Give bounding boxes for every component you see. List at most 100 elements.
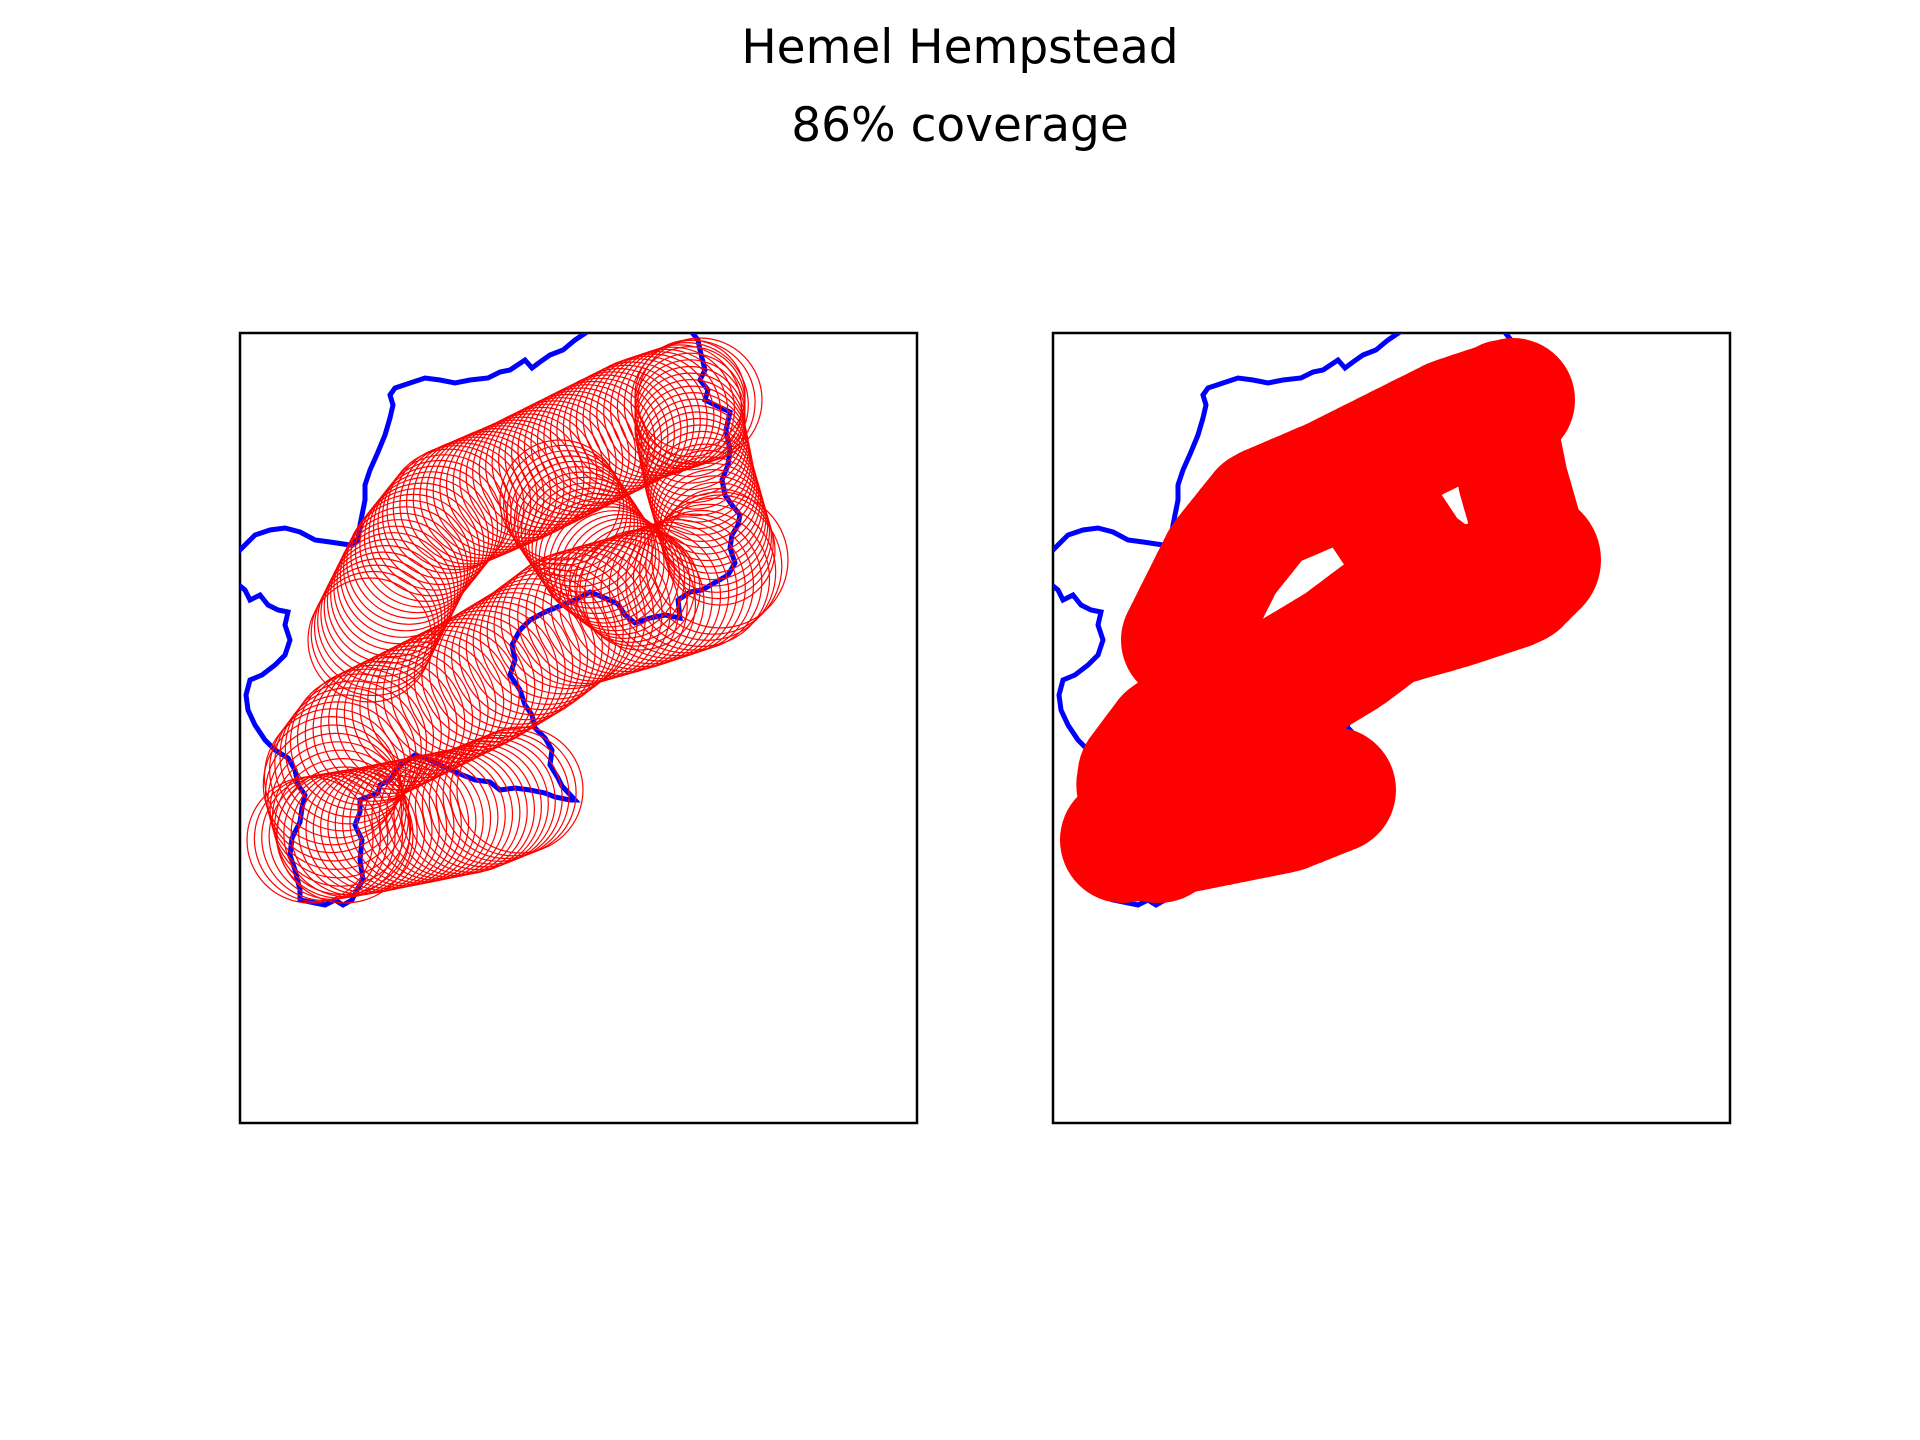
coverage-circle-outline [398,617,536,756]
coverage-circle-filled [1448,340,1558,450]
coverage-circle-outline [531,487,653,609]
coverage-circle-outline [651,449,763,562]
coverage-circle-outline [603,348,729,474]
coverage-circle-outline [556,368,682,494]
coverage-circle-outline [326,538,452,664]
coverage-circle-outline [372,465,499,591]
coverage-circle-outline [632,509,771,648]
coverage-circle-outline [284,680,422,818]
coverage-circle-outline [363,476,490,603]
coverage-circle-outline [364,754,492,883]
coverage-circle-outline [428,737,556,865]
coverage-circle-outline [458,583,596,721]
coverage-circle-outline [513,460,635,583]
coverage-circle-outline [449,729,577,857]
coverage-circle-outline [558,513,681,636]
coverage-subtitle: 86% coverage [791,98,1129,153]
coverage-circle-outline [502,444,625,566]
coverage-circle-outline [634,339,746,451]
coverage-circle-outline [269,741,407,879]
coverage-circle-outline [548,506,670,628]
coverage-circle-outline [392,445,518,571]
coverage-circle-outline [651,491,789,629]
coverage-circle-outline [508,549,646,687]
coverage-circle-outline [479,567,617,706]
coverage-circle-outline [472,410,598,536]
coverage-circle-outline [450,587,589,725]
coverage-circles-filled [1060,338,1601,903]
coverage-circle-outline [346,499,472,625]
coverage-circle-outline [336,519,462,645]
coverage-circle-outline [662,487,774,600]
coverage-circle-outline [608,518,746,657]
coverage-circle-outline [655,462,767,574]
coverage-circle-outline [575,358,701,484]
coverage-circle-filled [1270,727,1396,853]
coverage-circle-outline [538,498,660,620]
coverage-circle-outline [305,766,433,894]
coverage-circle-outline [263,708,401,846]
coverage-circle-outline [414,742,542,871]
coverage-circle-outline [382,625,520,764]
coverage-circle-outline [413,609,551,748]
coverage-circle-outline [359,482,485,608]
coverage-circle-outline [574,525,696,647]
coverage-circle-outline [653,456,765,568]
coverage-circle-outline [406,439,532,565]
coverage-circle-outline [657,468,769,581]
coverage-circle-outline [262,715,400,854]
coverage-circle-outline [596,351,722,477]
coverage-circle-outline [645,497,783,635]
coverage-circle-outline [542,539,680,677]
coverage-circle-outline [646,430,758,542]
coverage-circle-outline [407,745,535,874]
coverage-circle-outline [456,726,584,854]
coverage-circle-outline [320,551,446,677]
coverage-circle-outline [279,687,417,825]
coverage-circle-outline [636,385,748,497]
coverage-circle-outline [525,544,663,682]
coverage-circle-outline [445,422,572,548]
map-title: Hemel Hempstead [741,20,1179,75]
coverage-circle-outline [307,577,433,703]
coverage-circle-outline [550,537,688,675]
coverage-circle-outline [543,502,665,624]
coverage-circle-outline [523,384,650,510]
coverage-circle-outline [421,605,559,743]
panel-filled-coverage [1051,331,1732,1125]
coverage-circle-outline [520,471,643,593]
coverage-circle-outline [623,342,749,468]
coverage-circles-outlines [246,337,789,904]
coverage-circle-outline [452,419,578,545]
coverage-circle-outline [269,701,407,839]
coverage-circle-outline [478,406,604,532]
coverage-circle-outline [317,557,443,684]
coverage-circle-outline [491,400,617,526]
coverage-circle-outline [535,492,657,615]
panel-outline-circles [238,331,919,1125]
coverage-circle-outline [506,450,628,572]
coverage-circle-outline [465,578,603,716]
coverage-circle-outline [524,476,646,599]
coverage-circle-outline [421,740,549,868]
coverage-circle-outline [527,482,650,604]
coverage-circle-outline [367,633,505,771]
coverage-circle-outline [639,503,777,641]
coverage-circle-outline [600,521,738,659]
coverage-circle-outline [579,529,701,651]
coverage-circle-filled [1393,530,1513,650]
coverage-circle-outline [664,494,776,606]
coverage-circle-outline [499,439,621,561]
coverage-circle-outline [267,732,405,871]
coverage-circle-outline [385,750,514,878]
coverage-circle-outline [443,592,581,730]
coverage-circle-outline [510,390,637,516]
coverage-circle-outline [592,524,730,662]
coverage-circle-outline [504,393,630,520]
coverage-circle-outline [435,734,563,862]
coverage-circle-outline [442,731,570,860]
coverage-circle-outline [563,517,686,640]
coverage-circle-outline [553,510,675,632]
coverage-circle-outline [569,521,691,643]
